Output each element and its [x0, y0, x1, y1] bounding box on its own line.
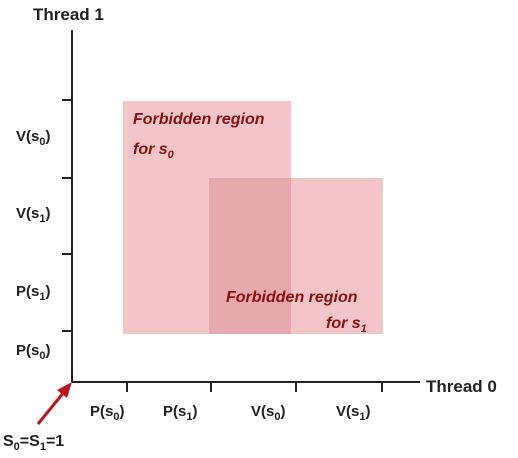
region-s0-label-line2: for s0: [133, 141, 175, 161]
x-axis-title: Thread 0: [426, 377, 497, 396]
y-tick-label-p-s1: P(s1): [16, 283, 50, 303]
x-tick-label-v-s0: V(s0): [251, 403, 285, 423]
region-s1-label-line1: Forbidden region: [226, 289, 358, 306]
y-tick-marks: [62, 99, 72, 332]
region-s1-label-line2: for s1: [326, 315, 367, 335]
y-tick-label-v-s0: V(s0): [16, 128, 50, 148]
y-tick-label-p-s0: P(s0): [16, 342, 50, 362]
forbidden-region-overlap: [209, 178, 291, 334]
x-tick-label-p-s1: P(s1): [163, 403, 197, 423]
x-tick-label-p-s0: P(s0): [90, 403, 124, 423]
y-tick-label-v-s1: V(s1): [16, 205, 50, 225]
origin-label: S0=S1=1: [3, 433, 64, 453]
region-s0-label-line1: Forbidden region: [133, 111, 265, 128]
origin-arrow-icon: [36, 382, 72, 425]
x-tick-marks: [126, 382, 383, 392]
x-tick-label-v-s1: V(s1): [336, 403, 370, 423]
y-axis-title: Thread 1: [33, 5, 104, 24]
